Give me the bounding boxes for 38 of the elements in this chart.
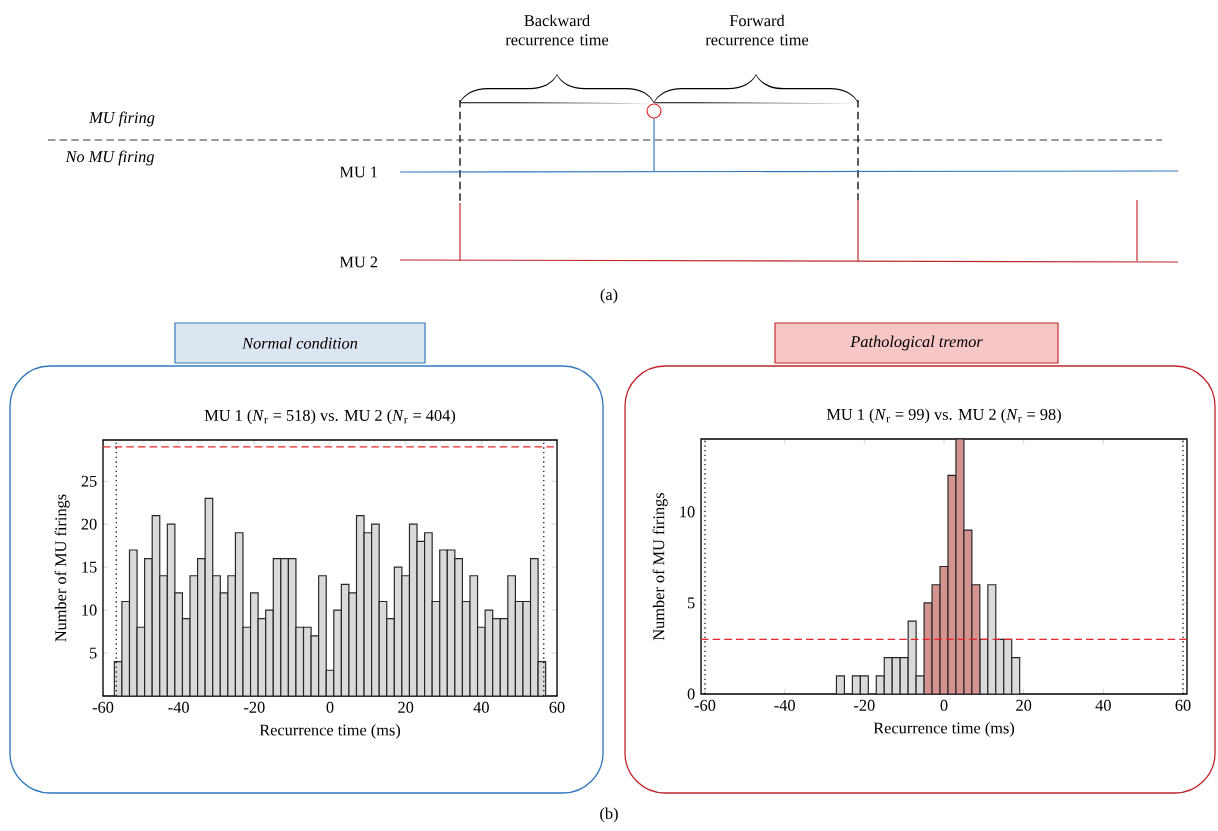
x-tick-label: -60 (92, 701, 114, 713)
text: MU 2 (339, 256, 378, 268)
y-tick-label: 25 (81, 475, 97, 487)
x-axis-title: Recurrence time (ms) (259, 724, 401, 739)
text: Forward recurrence time (705, 14, 809, 46)
x-tick-label: -20 (244, 701, 265, 713)
chart-subtitle: MU 1 (N$_{r}$ = 99) vs. MU 2 (N$_{r}$ = 98) (826, 408, 1061, 424)
y-tick-label: 5 (688, 597, 695, 609)
chart-subtitle: MU 1 (N$_{r}$ = 518) vs. MU 2 (N$_{r}$ = 404) (204, 409, 456, 425)
x-tick-label: -40 (774, 699, 795, 711)
x-tick-label: 20 (398, 701, 414, 713)
chart-title: Normal condition (242, 337, 358, 349)
x-tick-label: -20 (854, 699, 875, 711)
y-tick-label: 5 (90, 647, 97, 659)
x-tick-label: -40 (168, 701, 189, 713)
y-tick-label: 10 (82, 604, 97, 616)
y-axis-title: Number of MU firings (54, 494, 70, 642)
x-tick-label: 40 (1095, 699, 1111, 711)
x-tick-label: 0 (940, 699, 948, 711)
text: MU firing (88, 111, 155, 127)
y-axis-title: Number of MU firings (652, 492, 668, 641)
y-tick-label: 15 (82, 561, 97, 573)
y-tick-label: 0 (687, 688, 695, 700)
x-tick-label: 60 (1175, 699, 1191, 711)
x-tick-label: -60 (694, 699, 716, 711)
x-tick-label: 60 (549, 701, 565, 713)
text: MU 1 (339, 166, 378, 178)
text: (a) (600, 288, 618, 304)
text: (b) (600, 807, 618, 823)
x-tick-label: 0 (326, 701, 334, 713)
text: No MU firing (65, 150, 154, 166)
y-tick-label: 20 (81, 518, 97, 530)
x-axis-title: Recurrence time (ms) (873, 722, 1015, 737)
y-tick-label: 10 (680, 506, 695, 518)
chart-title: Pathological tremor (850, 335, 983, 351)
text: Backward recurrence time (505, 14, 609, 46)
x-tick-label: 40 (473, 701, 489, 713)
x-tick-label: 20 (1016, 699, 1032, 711)
